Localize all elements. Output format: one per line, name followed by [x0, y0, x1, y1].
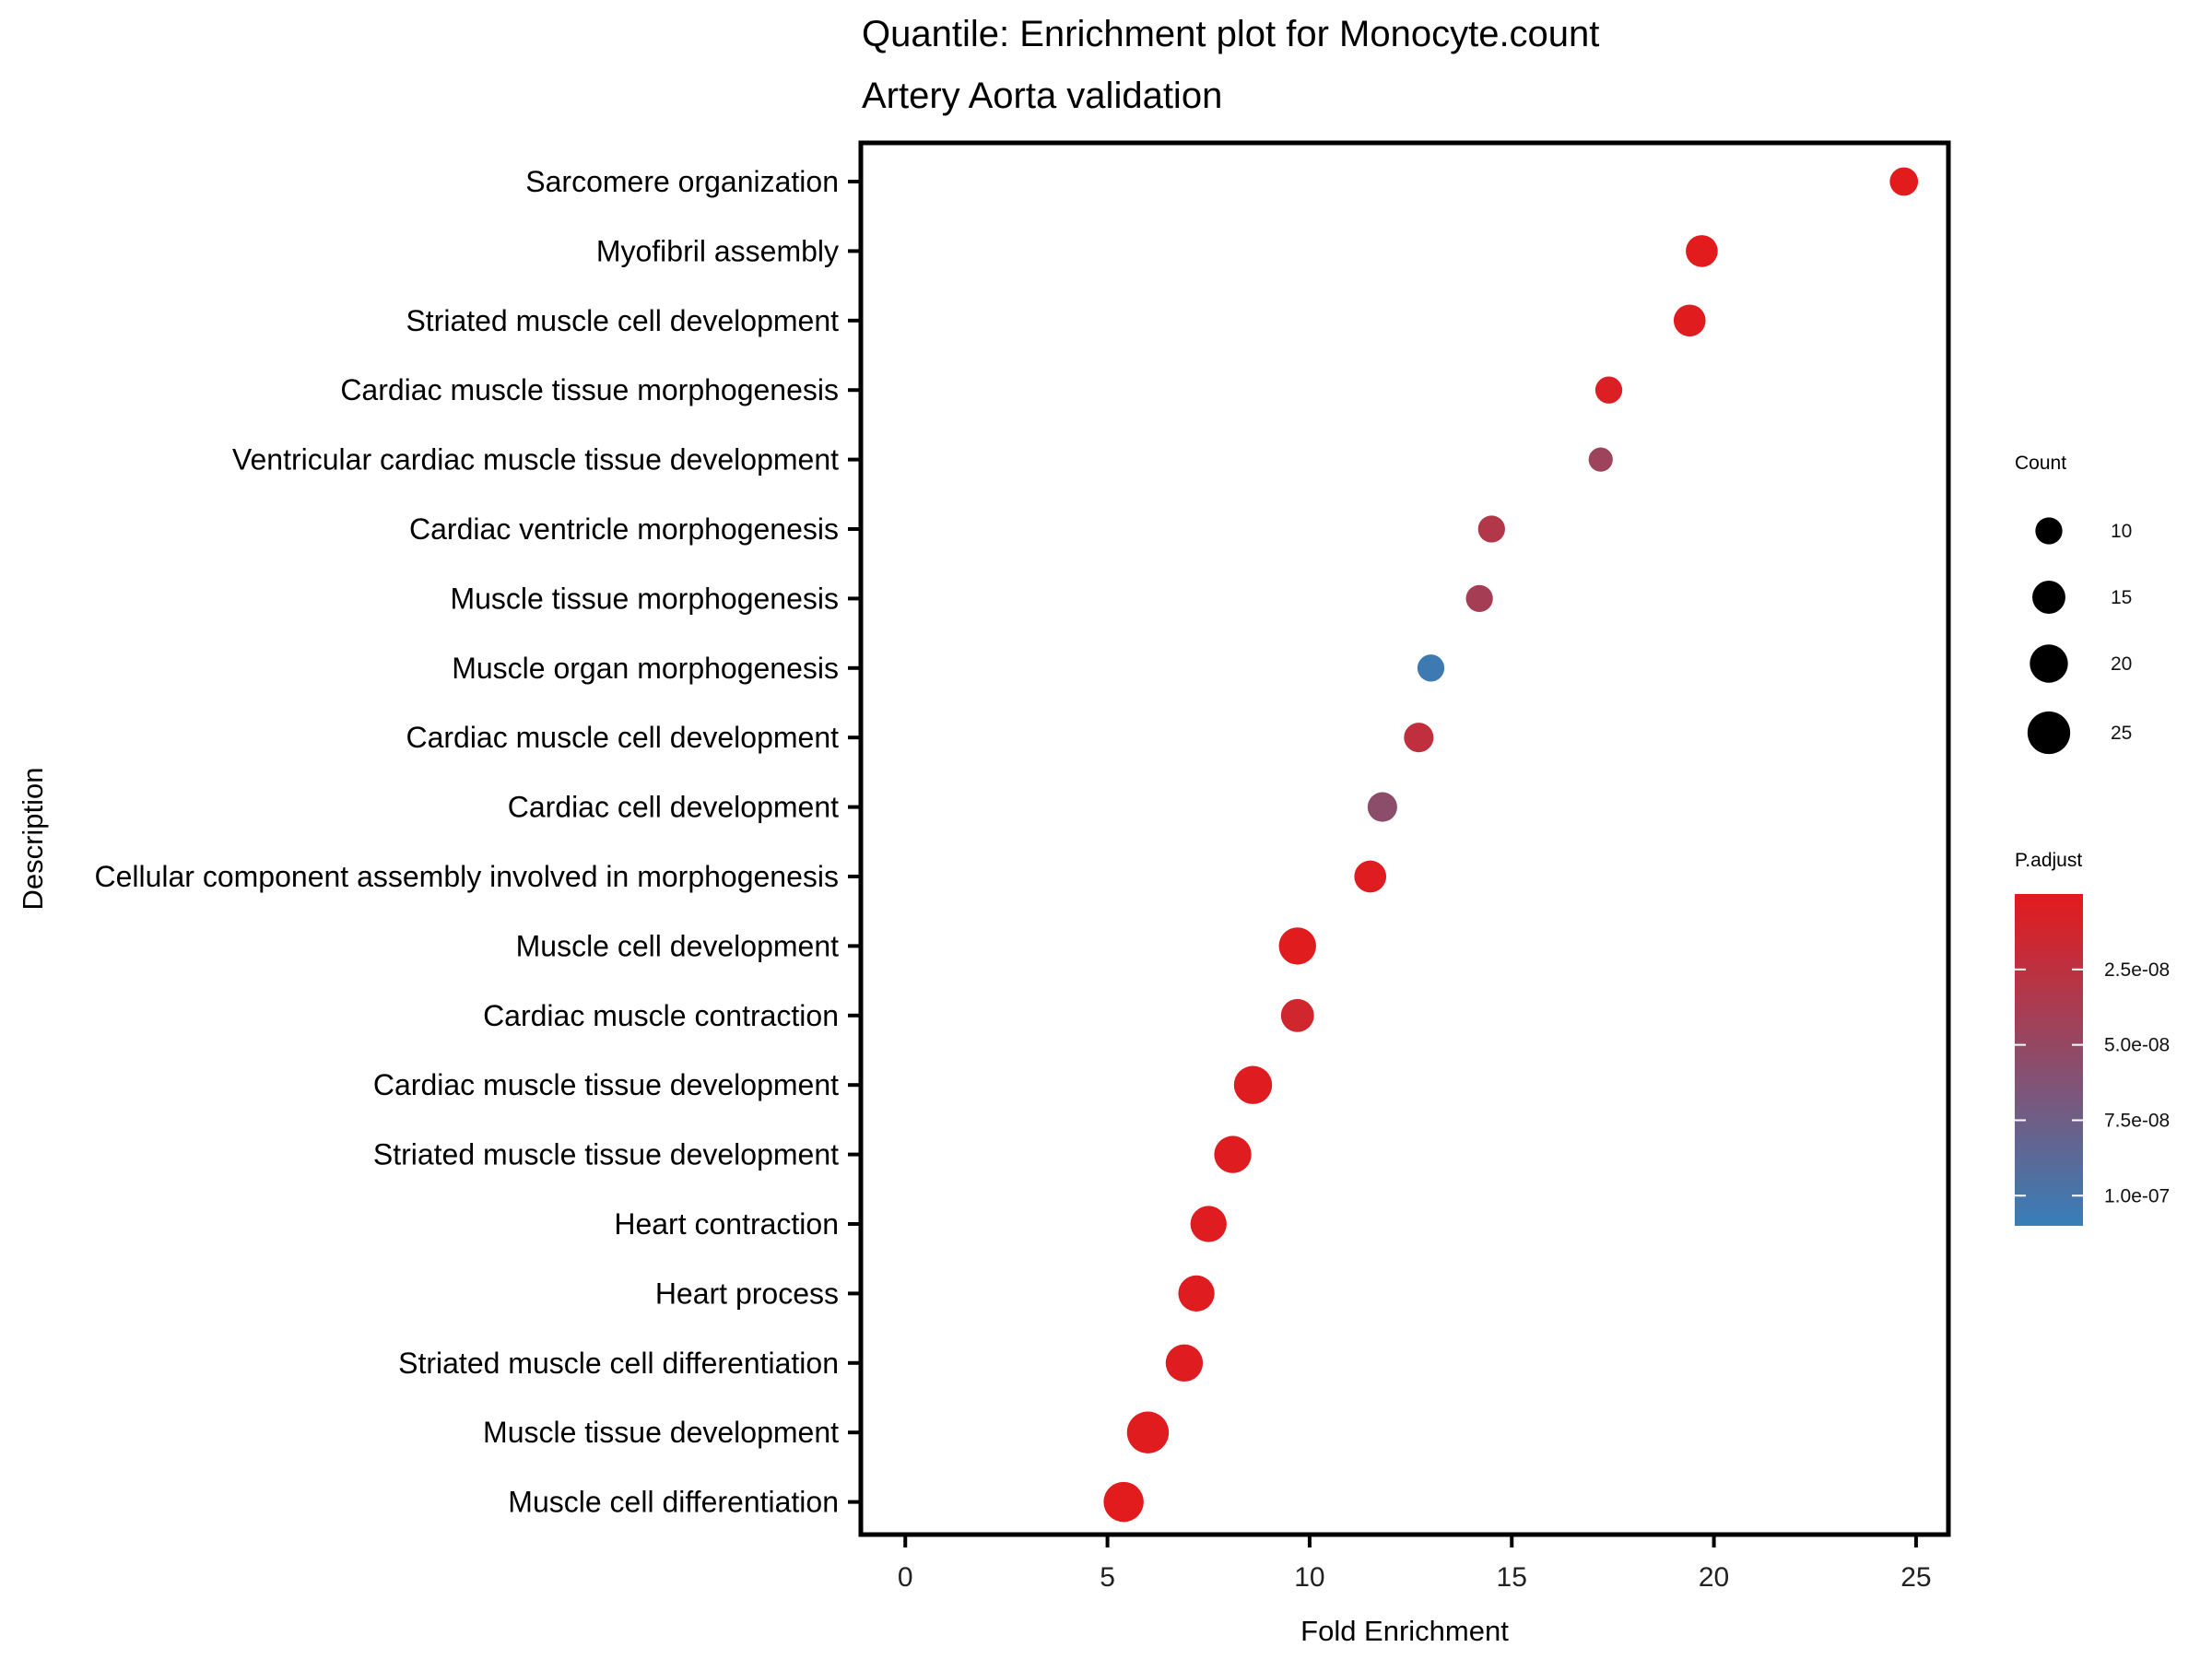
size-key-label: 25 — [2111, 723, 2132, 744]
data-point — [1673, 304, 1706, 337]
color-bar-label: 2.5e-08 — [2104, 959, 2170, 981]
y-tick-label: Muscle tissue development — [483, 1416, 839, 1449]
y-tick-label: Muscle cell development — [516, 929, 840, 962]
y-tick-label: Muscle cell differentiation — [508, 1486, 839, 1519]
data-points — [1103, 167, 1919, 1523]
y-axis: Sarcomere organization Myofibril assembly… — [94, 165, 861, 1519]
data-point — [1367, 792, 1397, 822]
y-tick-label: Sarcomere organization — [525, 165, 839, 198]
data-point — [1404, 723, 1434, 753]
data-point — [1233, 1065, 1273, 1104]
x-axis: 0 5 10 15 20 25 — [898, 1535, 1932, 1593]
x-tick-label: 25 — [1900, 1562, 1931, 1593]
y-tick-label: Muscle tissue morphogenesis — [450, 582, 839, 615]
x-tick-label: 0 — [898, 1562, 913, 1593]
y-tick-label: Ventricular cardiac muscle tissue develo… — [232, 443, 839, 477]
data-point — [1165, 1344, 1204, 1382]
y-tick-label: Heart process — [655, 1277, 839, 1310]
color-bar-label: 1.0e-07 — [2104, 1185, 2170, 1206]
y-tick-label: Cardiac cell development — [508, 791, 839, 824]
size-key-label: 15 — [2111, 587, 2132, 608]
size-key-label: 20 — [2111, 653, 2132, 675]
data-point — [1889, 167, 1919, 196]
data-point — [1178, 1275, 1215, 1312]
size-key-dot — [2035, 517, 2063, 545]
x-axis-title: Fold Enrichment — [1300, 1615, 1509, 1647]
data-point — [1354, 860, 1387, 893]
data-point — [1190, 1206, 1227, 1242]
x-tick-label: 15 — [1497, 1562, 1527, 1593]
y-tick-label: Muscle organ morphogenesis — [452, 652, 839, 685]
size-legend-title: Count — [2015, 453, 2066, 474]
plot-panel-border — [858, 140, 1951, 1537]
size-key-dot — [2027, 711, 2071, 755]
data-point — [1417, 654, 1445, 682]
x-tick-label: 20 — [1699, 1562, 1729, 1593]
data-point — [1278, 927, 1316, 965]
padjust-color-legend: P.adjust 2.5e-08 5.0e-08 7.5e-08 1.0e-07 — [2015, 850, 2170, 1226]
color-bar-label: 5.0e-08 — [2104, 1035, 2170, 1056]
data-point — [1465, 584, 1493, 613]
data-point — [1126, 1411, 1170, 1453]
y-tick-label: Cellular component assembly involved in … — [94, 860, 839, 893]
y-axis-title: Description — [17, 767, 49, 910]
data-point — [1686, 235, 1718, 267]
y-tick-label: Striated muscle cell development — [406, 304, 839, 337]
y-tick-label: Cardiac muscle contraction — [483, 999, 839, 1032]
x-tick-label: 5 — [1100, 1562, 1115, 1593]
data-point — [1103, 1481, 1144, 1523]
y-tick-label: Striated muscle tissue development — [373, 1138, 839, 1171]
y-tick-label: Striated muscle cell differentiation — [398, 1347, 839, 1380]
y-tick-label: Heart contraction — [614, 1207, 839, 1241]
data-point — [1594, 376, 1623, 404]
color-bar-label: 7.5e-08 — [2104, 1110, 2170, 1131]
color-bar — [2015, 894, 2083, 1226]
y-tick-label: Cardiac muscle tissue development — [373, 1068, 839, 1101]
x-tick-label: 10 — [1294, 1562, 1324, 1593]
data-point — [1477, 515, 1505, 543]
size-key-dot — [2032, 581, 2065, 614]
y-tick-label: Cardiac muscle cell development — [406, 721, 839, 754]
y-tick-label: Myofibril assembly — [596, 234, 839, 267]
count-size-legend: Count 10 15 20 25 — [2015, 453, 2132, 755]
size-key-dot — [2030, 644, 2068, 683]
chart-title: Quantile: Enrichment plot for Monocyte.c… — [862, 14, 1599, 54]
color-legend-title: P.adjust — [2015, 850, 2082, 871]
y-tick-label: Cardiac muscle tissue morphogenesis — [340, 373, 839, 406]
data-point — [1280, 998, 1314, 1032]
chart-subtitle: Artery Aorta validation — [862, 76, 1222, 116]
data-point — [1214, 1135, 1252, 1173]
y-tick-label: Cardiac ventricle morphogenesis — [409, 512, 839, 546]
data-point — [1588, 447, 1613, 472]
size-key-label: 10 — [2111, 521, 2132, 542]
